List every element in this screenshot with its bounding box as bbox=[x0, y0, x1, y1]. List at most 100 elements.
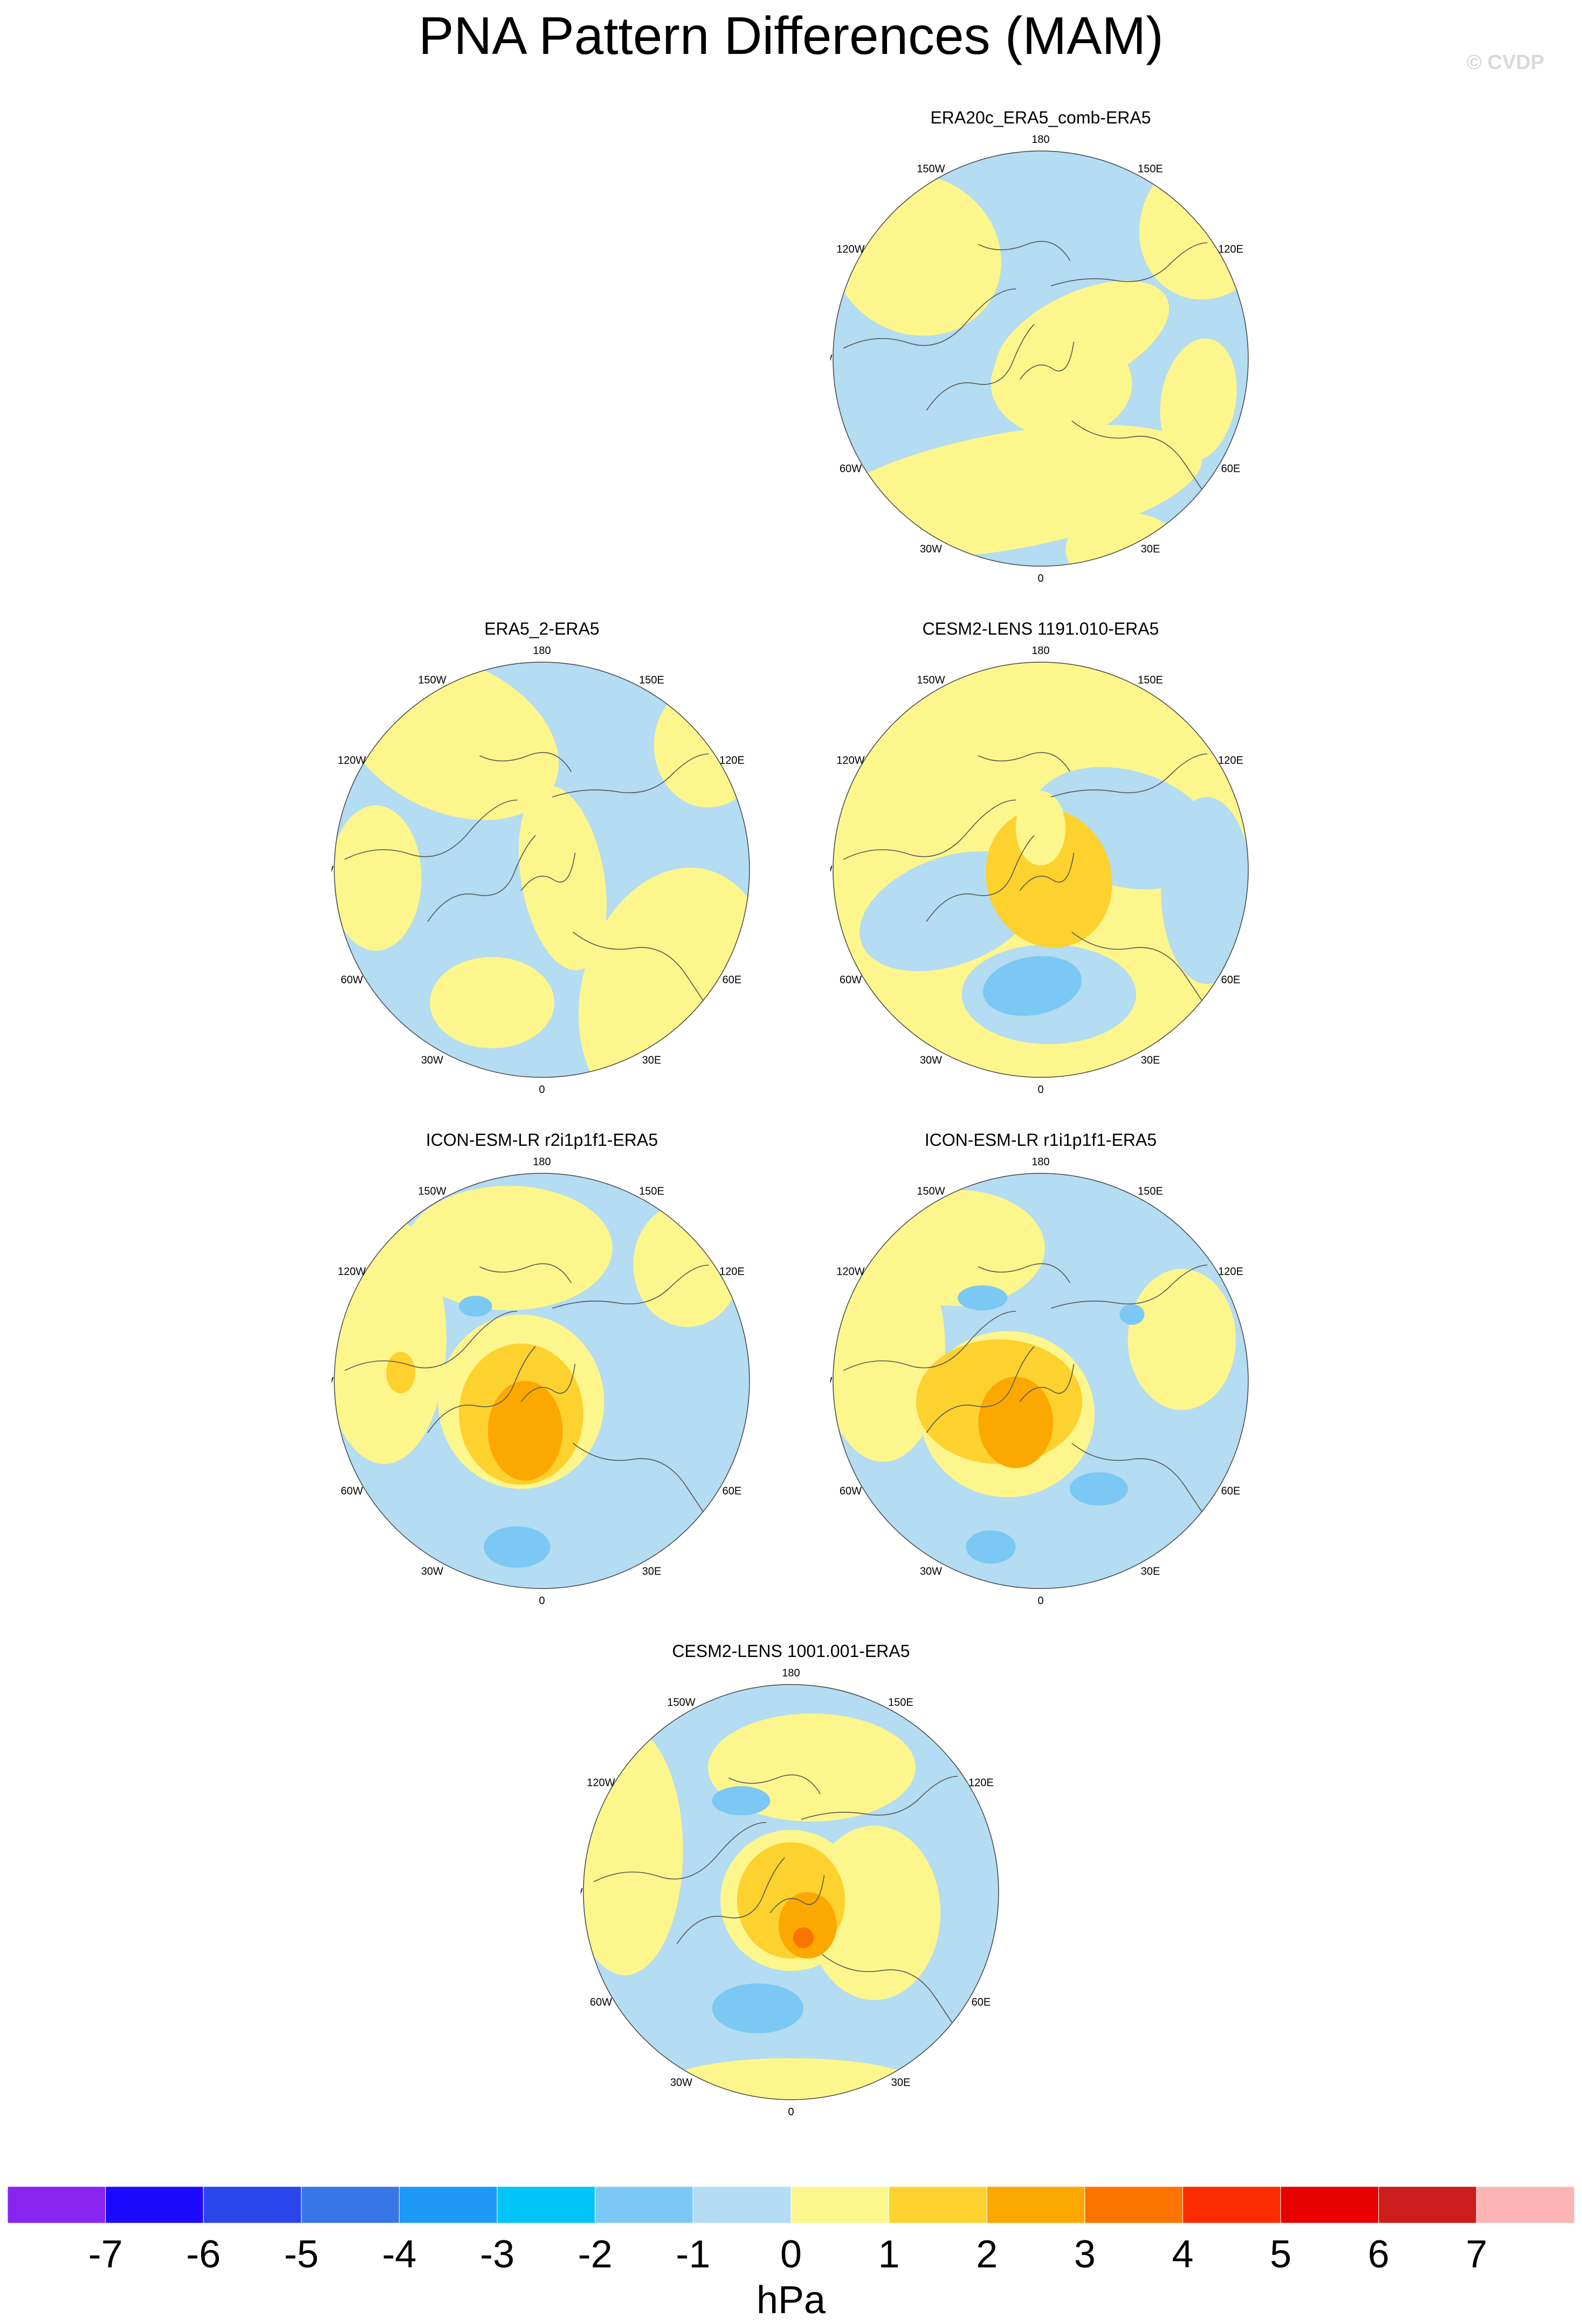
coastline bbox=[728, 1774, 821, 1794]
coastline bbox=[978, 752, 1071, 772]
map-panel: CESM2-LENS 1191.010-ERA5 180 150E 120E 90E 6… bbox=[830, 619, 1251, 1126]
polar-map: 180150E120E90E60E30E030W60W90W120W150W bbox=[830, 134, 1251, 585]
colorbar-tick-label: -2 bbox=[578, 2233, 613, 2276]
longitude-label: 120E bbox=[1218, 1266, 1243, 1278]
contour-region bbox=[983, 956, 1082, 1016]
longitude-label: 60E bbox=[1221, 463, 1241, 475]
map-panel: ICON-ESM-LR r1i1p1f1-ERA5 180 150E 120E 90E… bbox=[830, 1130, 1251, 1637]
contour-region bbox=[991, 329, 1132, 438]
longitude-label: 150W bbox=[917, 1186, 945, 1198]
contour-region bbox=[334, 805, 422, 951]
contour-region bbox=[712, 1983, 804, 2033]
longitude-label: 30W bbox=[670, 2077, 692, 2088]
longitude-label: 120W bbox=[338, 755, 366, 767]
longitude-label: 150E bbox=[888, 1697, 913, 1709]
longitude-label: 60W bbox=[840, 1486, 862, 1497]
contour-region bbox=[1160, 338, 1237, 462]
coastline bbox=[978, 1263, 1071, 1283]
longitude-label: 60E bbox=[972, 1997, 991, 2009]
contour-region bbox=[1119, 1304, 1145, 1325]
longitude-label: 150E bbox=[639, 1186, 664, 1198]
contour-region bbox=[958, 1285, 1008, 1311]
colorbar-swatch bbox=[1378, 2186, 1477, 2224]
longitude-label: 150E bbox=[1138, 1186, 1163, 1198]
longitude-label: 60W bbox=[840, 974, 862, 986]
coastline bbox=[344, 799, 518, 860]
polar-map: 180150E120E90E60E30E030W60W90W120W150W bbox=[830, 1156, 1251, 1607]
map-panel: CESM2-LENS 1001.001-ERA5 180150E120E90E6… bbox=[581, 1641, 1001, 2148]
longitude-label: 60E bbox=[1221, 1486, 1241, 1497]
colorbar-tick-label: -1 bbox=[676, 2233, 710, 2276]
longitude-label: 0 bbox=[539, 1084, 545, 1096]
contour-region bbox=[1161, 797, 1248, 984]
coastline bbox=[1050, 242, 1208, 287]
map-fill-group bbox=[833, 1173, 1248, 1589]
colorbar-swatch bbox=[301, 2186, 400, 2224]
longitude-label: 120E bbox=[719, 755, 745, 767]
panel-title: CESM2-LENS 1001.001-ERA5 bbox=[672, 1641, 910, 1661]
colorbar-swatch bbox=[790, 2186, 890, 2224]
longitude-label: 0 bbox=[539, 1595, 545, 1607]
colorbar-swatch bbox=[399, 2186, 498, 2224]
contour-region bbox=[404, 1186, 613, 1311]
longitude-label: 30W bbox=[920, 543, 942, 555]
coastline bbox=[843, 288, 1016, 349]
map-fill-group bbox=[334, 662, 749, 1077]
contour-region bbox=[966, 1530, 1016, 1564]
coastline bbox=[843, 1310, 1016, 1371]
longitude-label: 60E bbox=[1221, 974, 1241, 986]
map-rim bbox=[833, 662, 1249, 1078]
longitude-label: 120W bbox=[836, 1266, 864, 1278]
longitude-label: 30E bbox=[1141, 1054, 1160, 1066]
longitude-label: 30W bbox=[421, 1054, 443, 1066]
longitude-label: 120W bbox=[836, 755, 864, 767]
map-rim bbox=[833, 1173, 1249, 1589]
contour-region bbox=[978, 1377, 1054, 1468]
contour-region bbox=[870, 1189, 1045, 1307]
panel-title: ERA20c_ERA5_comb-ERA5 bbox=[930, 108, 1151, 127]
longitude-label: 0 bbox=[1037, 1595, 1043, 1607]
colorbar-swatch bbox=[595, 2186, 693, 2224]
colorbar-units-label: hPa bbox=[756, 2279, 826, 2322]
panel-title: ICON-ESM-LR r1i1p1f1-ERA5 bbox=[924, 1130, 1157, 1150]
coastline bbox=[427, 835, 536, 922]
longitude-label: 30E bbox=[891, 2077, 911, 2088]
colorbar-swatch bbox=[889, 2186, 987, 2224]
polar-map: 180150E120E90E60E30E030W60W90W120W150W bbox=[581, 1667, 1001, 2118]
coastline bbox=[1019, 341, 1075, 380]
longitude-label: 90W bbox=[830, 1376, 833, 1387]
panel-title: ERA5_2-ERA5 bbox=[484, 619, 600, 638]
contour-region bbox=[386, 1352, 416, 1394]
colorbar-tick-label: -6 bbox=[186, 2233, 221, 2276]
contour-region bbox=[487, 1381, 563, 1481]
longitude-label: 0 bbox=[1037, 1084, 1043, 1096]
colorbar-tick-label: 4 bbox=[1172, 2233, 1193, 2276]
polar-map: 180150E120E90E60E30E030W60W90W120W150W bbox=[332, 1156, 752, 1607]
coastline bbox=[926, 1346, 1035, 1433]
colorbar-swatch bbox=[1182, 2186, 1281, 2224]
longitude-label: 150W bbox=[418, 675, 446, 686]
coastline bbox=[926, 835, 1035, 922]
longitude-label: 60W bbox=[341, 974, 363, 986]
contour-region bbox=[778, 1892, 837, 1959]
colorbar-swatch bbox=[7, 2186, 106, 2224]
longitude-label: 30E bbox=[642, 1054, 662, 1066]
coastline bbox=[427, 1346, 536, 1433]
contour-region bbox=[430, 957, 555, 1049]
longitude-label: 90E bbox=[1250, 353, 1251, 365]
colorbar-tick-label: 2 bbox=[976, 2233, 998, 2276]
longitude-label: 150W bbox=[917, 675, 945, 686]
colorbar-swatch bbox=[692, 2186, 792, 2224]
coastline bbox=[676, 1857, 785, 1944]
longitude-label: 30E bbox=[642, 1565, 662, 1577]
map-rim bbox=[334, 1173, 750, 1589]
coastline bbox=[479, 1263, 572, 1283]
polar-map: 180150E120E90E60E30E030W60W90W120W150W bbox=[830, 645, 1251, 1096]
map-rim bbox=[833, 150, 1249, 567]
colorbar-tick-label: 0 bbox=[780, 2233, 802, 2276]
longitude-label: 180 bbox=[1031, 1156, 1049, 1168]
longitude-label: 90W bbox=[332, 864, 334, 876]
coastline bbox=[1019, 1364, 1075, 1402]
coastline bbox=[1019, 852, 1075, 891]
contour-region bbox=[666, 2058, 916, 2100]
